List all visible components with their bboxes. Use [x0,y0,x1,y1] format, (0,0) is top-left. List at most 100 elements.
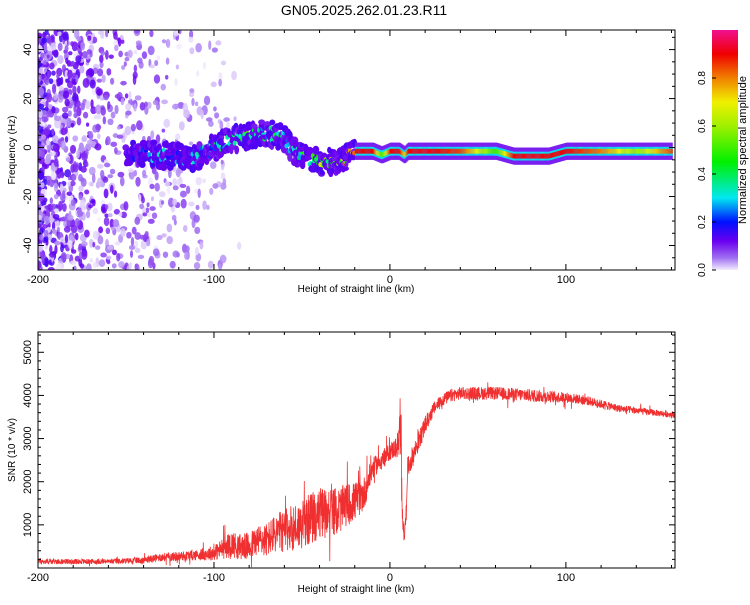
ridge-cell [493,148,496,154]
colorbar-tick-label: 0.4 [697,167,708,181]
noise-cell [55,265,62,270]
ridge-cell [406,149,409,155]
ridge-cell [488,148,491,154]
noise-cell [149,183,155,190]
noise-cell [78,194,83,200]
noise-cell [78,185,84,192]
ridge-cell [361,148,364,154]
noise-cell [124,125,132,136]
noise-cell [111,263,117,269]
ridge-cell [517,153,520,159]
noise-cell [65,57,69,65]
ridge-cell [528,153,531,159]
noise-cell [153,74,161,84]
noise-cell [172,198,178,206]
ridge-halo [330,167,335,175]
noise-cell [42,223,47,230]
noise-cell [175,64,179,70]
ridge-cell [605,148,608,154]
ridge-cell [381,152,384,158]
noise-cell [67,181,71,187]
noise-cell [130,236,135,247]
ridge-cell [577,148,580,154]
ridge-cell [558,150,561,156]
ridge-cell [610,148,613,154]
noise-cell [133,49,138,55]
y-tick-label: -40 [22,238,34,254]
ridge-halo [258,119,266,125]
noise-cell [82,77,90,88]
noise-cell [158,191,166,198]
ridge-cell [551,152,554,158]
ridge-halo [319,169,325,175]
noise-cell [91,199,96,207]
noise-cell [72,85,77,96]
x-tick-label: -100 [203,274,225,286]
noise-cell [41,37,47,44]
noise-cell [100,32,105,39]
ridge-cell [409,148,412,154]
noise-cell [154,182,160,192]
noise-cell [134,263,140,270]
noise-cell [124,56,130,62]
noise-cell [67,69,73,79]
noise-cell [70,41,75,47]
noise-cell [173,30,179,37]
ridge-cell [386,150,389,155]
noise-cell [62,203,67,212]
ridge-cell [366,148,369,154]
noise-cell [191,97,195,107]
ridge-cell [400,150,403,155]
noise-cell [178,121,185,131]
noise-cell [110,111,116,119]
ridge-cell [622,148,625,154]
noise-cell [52,214,60,220]
noise-cell [61,64,67,73]
noise-cell [67,110,72,117]
noise-cell [107,174,114,179]
noise-cell [155,134,161,144]
ridge-cell [554,151,557,157]
ridge-cell [578,148,581,154]
noise-cell [114,93,121,99]
ridge-cell [364,148,367,154]
ridge-cell [659,148,662,154]
noise-cell [56,226,60,233]
ridge-cell [471,148,474,154]
noise-cell [85,161,89,167]
noise-cell [60,251,67,262]
noise-cell [77,85,81,94]
ridge-cell [585,148,588,154]
colorbar-tick-label: 0.2 [697,215,708,229]
ridge-cell [436,148,439,154]
noise-cell [71,249,77,254]
noise-cell [94,143,102,151]
noise-cell [219,254,227,264]
ridge-cell [437,148,440,154]
ridge-cell [448,148,451,154]
noise-cell [60,76,64,85]
ridge-cell [459,148,462,154]
noise-cell [125,103,132,111]
ridge-cell [549,153,552,159]
noise-cell [218,263,222,270]
noise-cell [100,106,106,116]
noise-cell [69,260,77,266]
noise-cell [80,166,87,173]
noise-cell [61,216,68,222]
noise-cell [215,40,222,46]
ridge-cell [645,148,648,154]
ridge-halo [350,155,357,161]
noise-cell [38,88,45,96]
ridge-cell [529,153,532,159]
ridge-cell [232,140,237,146]
ridge-cell [615,148,618,154]
ridge-halo [292,140,297,149]
ridge-cell [612,148,615,154]
noise-cell [120,97,125,106]
noise-cell [74,218,80,227]
noise-cell [38,260,42,270]
noise-cell [52,83,57,94]
ridge-cell [452,148,455,154]
ridge-cell [359,148,362,154]
